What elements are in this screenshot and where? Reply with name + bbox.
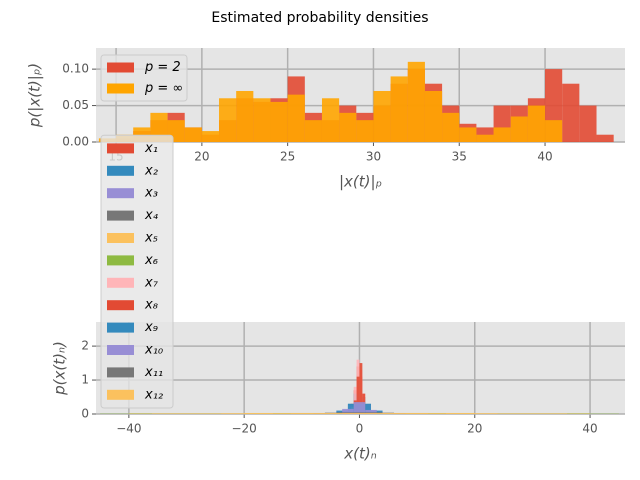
histogram-bar	[579, 105, 597, 142]
x-axis-label: |x(t)|ₚ	[339, 173, 382, 191]
legend-label: x₇	[144, 275, 159, 290]
y-tick-label: 1	[81, 373, 89, 387]
legend-label: x₉	[144, 320, 158, 335]
legend-label: p = 2	[144, 60, 181, 75]
legend-swatch	[107, 345, 134, 355]
legend-swatch	[107, 233, 134, 243]
histogram-bar	[545, 120, 563, 142]
histogram-bar	[219, 98, 237, 142]
legend-label: x₄	[144, 208, 159, 223]
histogram-bar	[424, 90, 443, 142]
legend-label: x₁₂	[144, 387, 163, 402]
histogram-bar	[253, 98, 271, 142]
histogram-bar	[184, 127, 202, 142]
x-tick-label: 0	[356, 422, 364, 436]
legend-swatch	[107, 83, 134, 94]
histogram-bar	[356, 120, 374, 142]
figure-title: Estimated probability densities	[211, 10, 428, 26]
x-axis-label: x(t)ₙ	[343, 445, 376, 463]
y-axis-label: p(x(t)ₙ)	[51, 341, 69, 396]
legend-label: x₂	[144, 163, 158, 178]
histogram-bar	[407, 61, 425, 142]
histogram-bar	[356, 376, 360, 414]
legend-label: x₅	[144, 231, 158, 246]
legend-label: p = ∞	[144, 81, 183, 96]
histogram-bar	[459, 127, 477, 142]
histogram-bar	[221, 413, 291, 414]
histogram-bar	[290, 412, 360, 414]
x-tick-label: 40	[537, 150, 552, 164]
histogram-bar	[596, 134, 614, 142]
legend-swatch	[107, 255, 134, 266]
x-tick-label: −20	[231, 422, 256, 436]
legend-swatch	[107, 210, 134, 221]
histogram-bar	[527, 105, 546, 142]
y-tick-label: 0.10	[62, 62, 89, 76]
histogram-bar	[562, 83, 580, 142]
x-tick-label: 20	[194, 150, 209, 164]
legend-swatch	[107, 322, 134, 333]
legend-swatch	[107, 143, 134, 154]
x-tick-label: 35	[452, 150, 467, 164]
legend-swatch	[107, 188, 134, 199]
histogram-bar	[428, 413, 498, 414]
legend-label: x₁₀	[144, 343, 164, 358]
histogram-bar	[365, 409, 377, 414]
legend: p = 2 p = ∞	[100, 54, 188, 102]
legend-box	[100, 134, 174, 409]
y-tick-label: 2	[81, 339, 89, 353]
histogram-bar	[476, 134, 494, 142]
histogram-bar	[390, 76, 408, 142]
x-tick-label: 30	[366, 150, 381, 164]
legend-label: x₆	[144, 253, 158, 268]
histogram-bar	[510, 116, 528, 142]
y-tick-label: 0.05	[62, 98, 89, 112]
x-tick-label: 40	[582, 422, 597, 436]
histogram-bar	[342, 408, 354, 414]
legend: x₁ x₂ x₃ x₄ x₅ x₆ x₇ x₈ x₉ x₁₀ x₁₁ x₁₂	[100, 134, 174, 409]
x-tick-label: 20	[467, 422, 482, 436]
histogram-bar	[321, 98, 340, 142]
histogram-bar	[359, 363, 363, 414]
histogram-bar	[287, 94, 305, 142]
histogram-bar	[339, 112, 357, 142]
histogram-bar	[353, 402, 366, 414]
x-tick-label: −40	[116, 422, 141, 436]
legend-swatch	[107, 300, 134, 311]
y-tick-label: 0	[81, 407, 89, 421]
histogram-bar	[359, 412, 429, 414]
legend-label: x₁	[144, 141, 158, 156]
histogram-bar	[373, 90, 391, 142]
legend-swatch	[107, 367, 134, 378]
legend-label: x₈	[144, 298, 158, 313]
legend-label: x₃	[144, 186, 158, 201]
legend-swatch	[107, 165, 134, 176]
y-axis-label: p(|x(t)|ₚ)	[26, 63, 44, 128]
histogram-bar	[304, 120, 322, 142]
histogram-bar	[201, 131, 220, 142]
legend-swatch	[107, 62, 134, 73]
legend-label: x₁₁	[144, 365, 163, 380]
y-tick-label: 0.00	[62, 135, 89, 149]
histogram-bar	[493, 127, 511, 142]
histogram-bar	[442, 112, 460, 142]
histogram-bar	[270, 101, 288, 142]
histogram-bar	[236, 90, 254, 142]
legend-swatch	[107, 277, 134, 288]
x-tick-label: 25	[280, 150, 295, 164]
legend-swatch	[107, 389, 134, 400]
